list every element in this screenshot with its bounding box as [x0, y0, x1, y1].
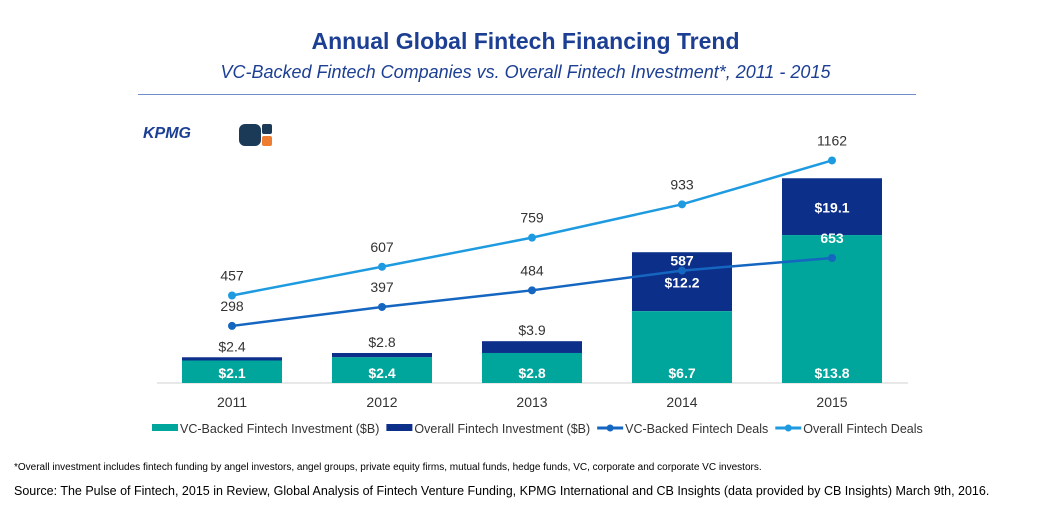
overall-deals-point [528, 233, 536, 242]
x-tick-label: 2014 [666, 394, 697, 410]
overall-investment-label: $2.4 [218, 338, 245, 354]
vc-deals-label: 484 [520, 262, 544, 278]
overall-investment-label: $2.8 [368, 334, 395, 350]
source-note: Source: The Pulse of Fintech, 2015 in Re… [14, 484, 990, 498]
vc-deals-point [378, 302, 386, 311]
legend-label: VC-Backed Fintech Deals [625, 422, 768, 436]
vc-investment-bar [332, 357, 432, 383]
overall-investment-bar [782, 178, 882, 236]
overall-deals-point [678, 200, 686, 209]
overall-deals-label: 457 [220, 267, 244, 283]
vc-investment-label: $2.1 [218, 365, 245, 381]
legend-marker [784, 424, 792, 432]
vc-deals-label: 653 [820, 230, 844, 246]
vc-deals-label: 397 [370, 279, 394, 295]
legend-label: VC-Backed Fintech Investment ($B) [180, 422, 379, 436]
overall-deals-label: 607 [370, 239, 394, 255]
vc-investment-label: $6.7 [668, 365, 695, 381]
vc-deals-point [228, 321, 236, 330]
vc-deals-point [528, 286, 536, 295]
combo-chart: $2.1 $2.4 2011 $2.4 $2.8 2012 $2.8 $3.9 2013 $6.7… [152, 132, 923, 436]
divider [138, 94, 916, 95]
overall-investment-label: $19.1 [814, 200, 849, 216]
x-tick-label: 2011 [217, 394, 247, 410]
overall-deals-label: 759 [520, 210, 544, 226]
vc-investment-label: $13.8 [814, 365, 849, 381]
overall-deals-point [228, 291, 236, 300]
footnote: *Overall investment includes fintech fun… [14, 462, 762, 473]
vc-deals-label: 298 [220, 298, 244, 314]
x-tick-label: 2012 [366, 394, 397, 410]
legend-marker [606, 424, 614, 432]
legend-label: Overall Fintech Deals [803, 422, 923, 436]
overall-deals-point [828, 156, 836, 165]
chart-title: Annual Global Fintech Financing Trend [311, 28, 740, 54]
overall-investment-label: $12.2 [664, 275, 699, 291]
cb-insights-logo [239, 124, 272, 146]
overall-investment-bar [482, 341, 582, 353]
legend-label: Overall Fintech Investment ($B) [414, 422, 590, 436]
overall-deals-label: 933 [670, 176, 694, 192]
x-tick-label: 2015 [816, 394, 847, 410]
overall-investment-bar [182, 357, 282, 361]
overall-investment-bar [332, 352, 432, 358]
chart-subtitle: VC-Backed Fintech Companies vs. Overall … [220, 62, 831, 82]
overall-investment-label: $3.9 [518, 322, 545, 338]
vc-deals-point [678, 266, 686, 275]
vc-investment-label: $2.4 [368, 365, 395, 381]
overall-investment-bar [632, 252, 732, 312]
overall-deals-label: 1162 [817, 132, 847, 148]
kpmg-logo: KPMG [143, 125, 191, 142]
legend-swatch [152, 424, 178, 431]
vc-investment-bar [182, 360, 282, 383]
vc-investment-bar [632, 311, 732, 383]
x-tick-label: 2013 [516, 394, 547, 410]
overall-deals-point [378, 262, 386, 271]
legend-swatch [386, 424, 413, 431]
vc-investment-label: $2.8 [518, 365, 545, 381]
vc-deals-point [828, 253, 836, 262]
vc-investment-bar [482, 352, 582, 383]
vc-deals-label: 587 [670, 253, 694, 269]
